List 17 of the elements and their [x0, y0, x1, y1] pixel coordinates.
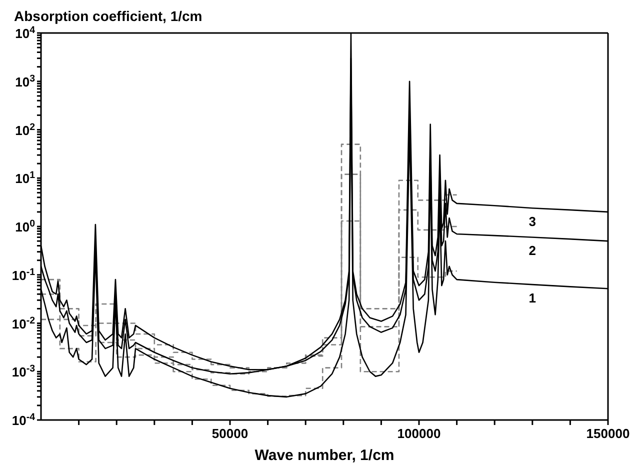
y-tick-label: 10$^{-1}$	[12, 266, 36, 283]
x-tick-label: 150000	[586, 426, 630, 441]
series-label: 1	[528, 290, 536, 306]
y-tick-label: 10$^{3}$	[15, 72, 36, 90]
x-axis-title: Wave number, 1/cm	[254, 447, 394, 464]
series-label: 3	[528, 214, 536, 230]
y-tick-label: 10$^{0}$	[15, 218, 36, 234]
x-tick-label: 50000	[212, 426, 248, 441]
y-tick-label: 10$^{-4}$	[12, 412, 36, 428]
y-tick-label: 10$^{4}$	[15, 24, 36, 41]
y-axis-title: Absorption coefficient, 1/cm	[13, 8, 204, 26]
series-label: 2	[528, 243, 536, 258]
y-tick-label: 10$^{-2}$	[12, 314, 36, 332]
y-tick-label: 10$^{1}$	[15, 170, 36, 186]
y-tick-label: 10$^{-3}$	[12, 363, 36, 380]
x-tick-label: 100000	[397, 426, 441, 441]
y-tick-label: 10$^{2}$	[15, 121, 36, 138]
